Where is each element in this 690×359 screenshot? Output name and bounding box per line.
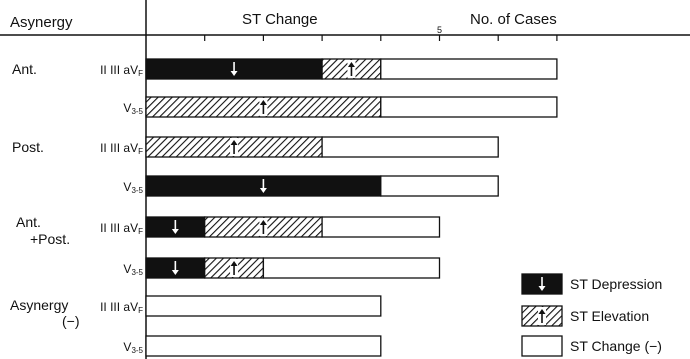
lead-label-5-main: V xyxy=(123,262,131,276)
lead-label-3: V3-5 xyxy=(123,180,143,195)
bar-2-none xyxy=(321,136,499,158)
lead-label-0-sub: F xyxy=(138,69,143,78)
bar-1-elevation-arrow xyxy=(259,98,268,116)
lead-label-4-sub: F xyxy=(138,227,143,236)
legend-depression-arrow-head xyxy=(538,286,546,291)
bar-0-elevation-arrow-head xyxy=(347,62,355,67)
bar-0-elevation-arrow xyxy=(347,60,356,78)
lead-label-4-main: II III aV xyxy=(100,221,138,235)
bar-5-none xyxy=(262,257,441,279)
lead-label-3-main: V xyxy=(123,180,131,194)
lead-label-0-main: II III aV xyxy=(100,63,138,77)
bar-4-elevation-arrow-head xyxy=(259,220,267,225)
lead-label-3-sub: 3-5 xyxy=(131,186,143,195)
bars xyxy=(145,58,558,357)
legend-label-depression: ST Depression xyxy=(570,276,662,292)
bar-3-none xyxy=(380,175,499,197)
lead-label-1: V3-5 xyxy=(123,101,143,116)
bar-7-none xyxy=(145,335,382,357)
lead-label-5-sub: 3-5 xyxy=(131,268,143,277)
legend-elevation-arrow xyxy=(538,307,546,325)
bar-4-depression-arrow xyxy=(171,220,179,234)
lead-label-7-sub: 3-5 xyxy=(131,346,143,355)
bar-6-none xyxy=(145,295,382,317)
group-label-3-line-0: Asynergy xyxy=(10,297,68,313)
lead-label-2: II III aVF xyxy=(100,141,143,156)
group-labels: Ant.Post.Ant.+Post.Asynergy(−) xyxy=(10,61,80,329)
lead-label-0: II III aVF xyxy=(100,63,143,78)
lead-label-7: V3-5 xyxy=(123,340,143,355)
group-label-2-line-1: +Post. xyxy=(30,231,70,247)
legend-label-none: ST Change (−) xyxy=(570,338,662,354)
bar-2-elevation-arrow xyxy=(230,138,239,156)
group-label-0: Ant. xyxy=(12,61,37,77)
bar-5-depression-arrow-head xyxy=(171,270,179,275)
legend-depression-arrow xyxy=(538,277,546,291)
legend-label-elevation: ST Elevation xyxy=(570,308,649,324)
lead-label-6-sub: F xyxy=(138,306,143,315)
lead-label-7-main: V xyxy=(123,340,131,354)
lead-label-2-main: II III aV xyxy=(100,141,138,155)
lead-label-2-sub: F xyxy=(138,147,143,156)
header-no-of-cases: No. of Cases xyxy=(470,11,557,28)
bar-3-depression-arrow-head xyxy=(259,188,267,193)
lead-label-4: II III aVF xyxy=(100,221,143,236)
bar-5-depression-arrow xyxy=(171,261,179,275)
header-st-change: ST Change xyxy=(242,11,318,28)
header-asynergy: Asynergy xyxy=(10,14,73,31)
bar-0-depression-arrow-head xyxy=(230,71,238,76)
bar-3-depression-arrow xyxy=(259,179,267,193)
bar-5-elevation-arrow-head xyxy=(230,261,238,266)
bar-1-elevation-arrow-head xyxy=(259,100,267,105)
bar-4-elevation-arrow xyxy=(259,218,268,236)
lead-label-1-main: V xyxy=(123,101,131,115)
lead-label-6: II III aVF xyxy=(100,300,143,315)
x-ticks: 5 xyxy=(204,25,558,41)
x-tick-label-5: 5 xyxy=(437,25,442,35)
bar-2-elevation-arrow-head xyxy=(230,140,238,145)
lead-label-1-sub: 3-5 xyxy=(131,107,143,116)
legend-swatch-none xyxy=(521,335,563,357)
bar-4-depression-arrow-head xyxy=(171,229,179,234)
group-label-2-line-0: Ant. xyxy=(16,214,41,230)
group-label-3-line-1: (−) xyxy=(62,313,80,329)
bar-0-none xyxy=(380,58,558,80)
lead-label-6-main: II III aV xyxy=(100,300,138,314)
bar-1-none xyxy=(380,96,558,118)
legend: ST Depression ST Elevation ST Change (−) xyxy=(521,273,662,357)
bar-0-depression-arrow xyxy=(230,62,238,76)
bar-4-none xyxy=(321,216,441,238)
legend-elevation-arrow-head xyxy=(538,309,546,314)
bar-5-elevation-arrow xyxy=(230,259,239,277)
lead-label-5: V3-5 xyxy=(123,262,143,277)
group-label-1: Post. xyxy=(12,139,44,155)
